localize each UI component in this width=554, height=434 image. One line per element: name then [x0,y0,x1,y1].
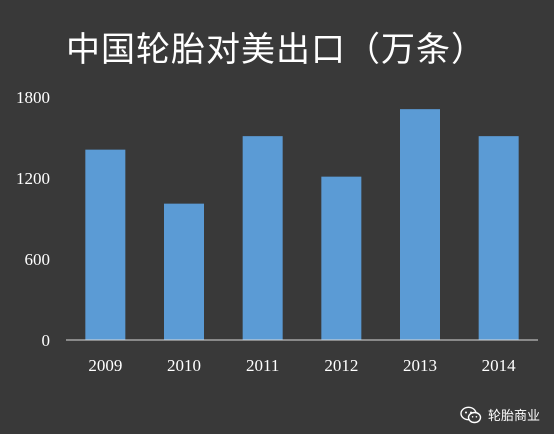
x-tick-label: 2013 [403,356,437,375]
y-tick-label: 1800 [16,88,50,107]
bar-2011 [242,136,283,340]
wechat-icon [460,406,482,423]
y-tick-label: 0 [42,331,51,350]
x-tick-label: 2010 [167,356,201,375]
bar-2012 [321,176,362,340]
bar-2010 [164,203,204,340]
bar-2013 [400,109,440,341]
bar-2009 [85,149,126,340]
x-tick-label: 2012 [324,356,358,375]
bar-2014 [478,136,519,340]
y-tick-label: 1200 [16,169,50,188]
chart-title: 中国轮胎对美出口（万条） [66,30,486,70]
y-tick-label: 600 [25,250,51,269]
watermark-label: 轮胎商业 [487,409,540,424]
x-tick-label: 2014 [482,356,517,375]
x-tick-label: 2009 [88,356,122,375]
watermark: 轮胎商业 [460,405,540,424]
x-tick-label: 2011 [246,356,279,375]
